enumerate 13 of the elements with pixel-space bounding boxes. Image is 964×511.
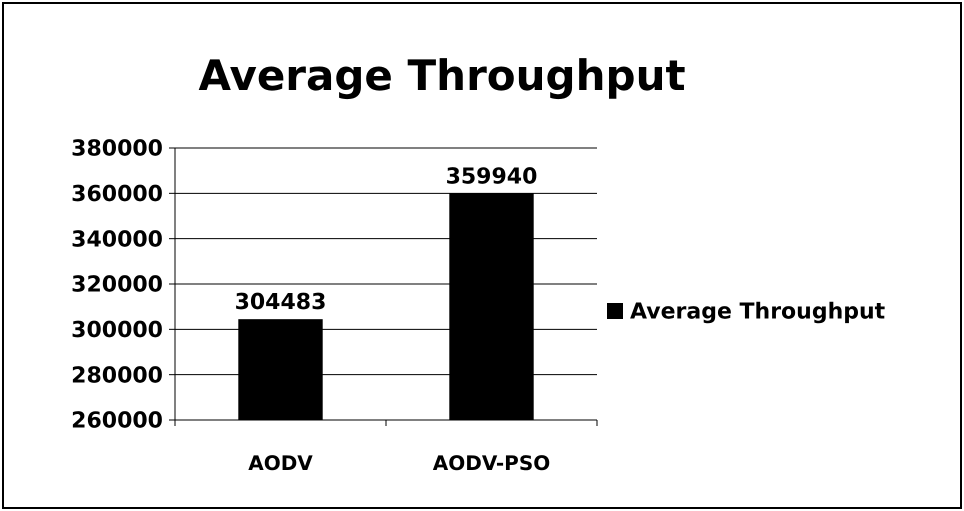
y-tick-label: 340000 [71,227,163,252]
data-label: 359940 [446,164,538,190]
y-tick-label: 280000 [71,363,163,388]
x-tick-label: AODV [248,451,314,475]
y-tick-label: 300000 [71,318,163,344]
y-tick-label: 320000 [71,272,163,298]
legend-label: Average Throughput [630,300,886,325]
y-tick-label: 260000 [71,408,163,434]
y-tick-label: 380000 [71,136,163,162]
chart-title: Average Throughput [198,51,686,100]
x-tick-label: AODV-PSO [432,451,550,475]
data-label: 304483 [234,290,326,316]
y-tick-label: 360000 [71,182,163,208]
